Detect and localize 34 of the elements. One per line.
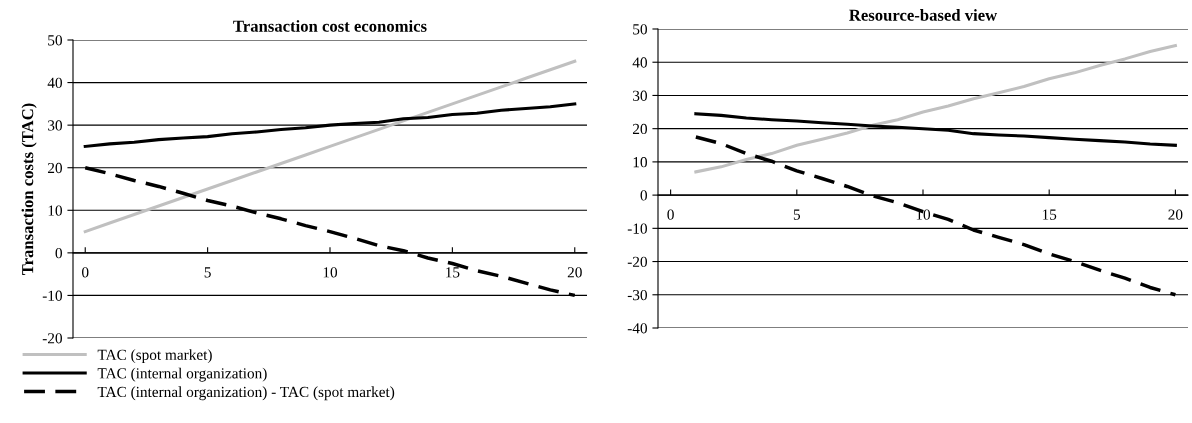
y-axis-title: Transaction costs (TAC) (21, 103, 37, 276)
chart-title: Resource-based view (849, 9, 998, 21)
y-tick-label: 40 (632, 57, 647, 68)
x-tick-label: 15 (1042, 209, 1057, 220)
y-tick-label: 40 (47, 77, 62, 89)
legend-label: TAC (spot market) (97, 349, 212, 364)
y-tick-label: 0 (55, 248, 62, 259)
y-tick-label: 30 (633, 90, 647, 101)
y-tick-label: -20 (627, 256, 647, 268)
x-tick-label: 5 (793, 209, 801, 220)
legend-label: TAC (internal organization) - TAC (spot market) (97, 386, 395, 401)
y-tick-label: -10 (42, 290, 62, 301)
y-tick-label: -30 (627, 289, 647, 301)
line-series (83, 59, 577, 234)
x-tick-label: 0 (82, 267, 89, 278)
y-tick-label: 30 (48, 120, 62, 131)
y-tick-label: 0 (640, 190, 647, 201)
chart-title: Transaction cost economics (233, 20, 427, 32)
x-tick-label: 20 (1168, 209, 1183, 220)
y-tick-label: 10 (633, 157, 647, 168)
y-tick-label: -40 (627, 323, 647, 334)
y-tick-label: -10 (627, 223, 647, 234)
y-tick-label: 20 (47, 162, 62, 174)
x-tick-label: 5 (204, 267, 211, 278)
line-series (694, 44, 1177, 174)
x-tick-label: 20 (567, 267, 582, 278)
y-tick-label: 50 (633, 24, 647, 35)
y-tick-label: -20 (42, 333, 62, 344)
y-tick-label: 20 (632, 123, 647, 135)
x-tick-label: 10 (323, 267, 338, 278)
y-tick-label: 50 (48, 35, 62, 46)
legend-label: TAC (internal organization) (97, 367, 267, 382)
x-tick-label: 15 (446, 267, 460, 278)
x-tick-label: 0 (667, 209, 674, 220)
